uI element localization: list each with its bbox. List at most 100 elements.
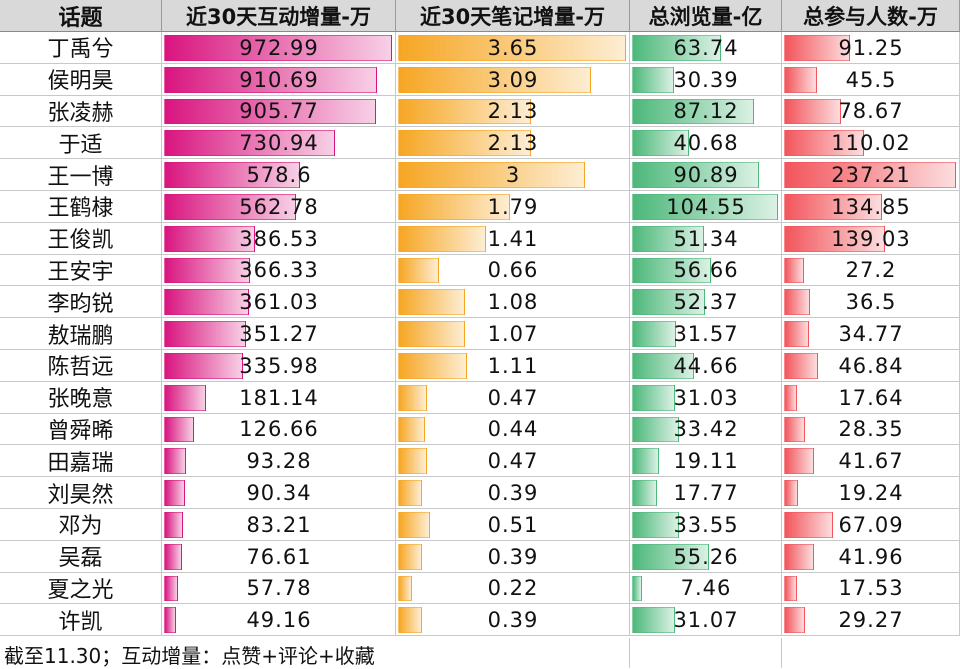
column-header-views: 总浏览量-亿 bbox=[630, 0, 782, 32]
topic-name: 王鹤棣 bbox=[0, 191, 162, 223]
bar-views bbox=[632, 543, 710, 570]
bar-views bbox=[632, 353, 695, 379]
cell-notes bbox=[396, 63, 630, 96]
column-header-notes: 近30天笔记增量-万 bbox=[396, 0, 630, 32]
bar-notes bbox=[398, 289, 466, 316]
bar-participants bbox=[784, 416, 805, 443]
value-participants: 134.85 bbox=[831, 194, 911, 219]
bar-interactions bbox=[164, 448, 186, 475]
bar-participants bbox=[784, 512, 833, 538]
bar-participants bbox=[784, 35, 851, 61]
bar-participants bbox=[784, 321, 810, 347]
bar-interactions bbox=[164, 289, 249, 316]
bar-interactions bbox=[164, 66, 378, 93]
topic-name: 李昀锐 bbox=[0, 286, 162, 319]
value-interactions: 90.34 bbox=[246, 481, 312, 506]
footer-divider bbox=[629, 638, 630, 668]
value-participants: 110.02 bbox=[831, 131, 911, 156]
cell-interactions bbox=[162, 95, 396, 128]
bar-notes bbox=[398, 35, 626, 61]
cell-interactions bbox=[162, 350, 396, 382]
bar-interactions bbox=[164, 607, 176, 634]
value-views: 104.55 bbox=[666, 194, 746, 219]
value-interactions: 361.03 bbox=[239, 290, 319, 315]
bar-views bbox=[632, 194, 778, 220]
cell-interactions bbox=[162, 222, 396, 255]
value-interactions: 93.28 bbox=[246, 449, 312, 474]
cell-notes bbox=[396, 286, 630, 319]
value-views: 56.66 bbox=[673, 258, 739, 283]
value-interactions: 49.16 bbox=[246, 608, 312, 633]
bar-interactions bbox=[164, 512, 184, 538]
value-notes: 3.09 bbox=[487, 67, 539, 92]
bar-participants bbox=[784, 130, 864, 157]
value-participants: 28.35 bbox=[838, 417, 904, 442]
cell-notes bbox=[396, 604, 630, 637]
value-views: 90.89 bbox=[673, 163, 739, 188]
value-interactions: 562.78 bbox=[239, 194, 319, 219]
cell-views bbox=[630, 32, 782, 64]
value-participants: 46.84 bbox=[838, 353, 904, 378]
cell-notes bbox=[396, 540, 630, 573]
value-notes: 1.08 bbox=[487, 290, 539, 315]
footnote: 截至11.30；互动增量：点赞+评论+收藏 bbox=[4, 643, 375, 668]
bar-views bbox=[632, 98, 754, 125]
cell-views bbox=[630, 286, 782, 319]
bar-interactions bbox=[164, 480, 186, 506]
cell-views bbox=[630, 477, 782, 509]
value-participants: 41.67 bbox=[838, 449, 904, 474]
cell-interactions bbox=[162, 63, 396, 96]
bar-participants bbox=[784, 257, 804, 284]
cell-views bbox=[630, 95, 782, 128]
cell-interactions bbox=[162, 127, 396, 160]
cell-interactions bbox=[162, 286, 396, 319]
value-views: 30.39 bbox=[673, 67, 739, 92]
bar-views bbox=[632, 257, 712, 284]
bar-participants bbox=[784, 384, 797, 411]
bar-notes bbox=[398, 416, 426, 443]
bar-views bbox=[632, 66, 675, 93]
cell-notes bbox=[396, 159, 630, 191]
cell-views bbox=[630, 604, 782, 637]
value-views: 7.46 bbox=[680, 576, 732, 601]
bar-views bbox=[632, 162, 759, 188]
topic-name: 张晚意 bbox=[0, 381, 162, 414]
value-notes: 1.11 bbox=[487, 353, 539, 378]
value-notes: 0.39 bbox=[487, 544, 539, 569]
value-participants: 237.21 bbox=[831, 163, 911, 188]
value-views: 33.55 bbox=[673, 512, 739, 537]
topic-name: 邓为 bbox=[0, 509, 162, 541]
cell-views bbox=[630, 350, 782, 382]
cell-interactions bbox=[162, 191, 396, 223]
cell-interactions bbox=[162, 572, 396, 605]
cell-notes bbox=[396, 445, 630, 478]
value-notes: 2.13 bbox=[487, 99, 539, 124]
bar-interactions bbox=[164, 321, 247, 347]
bar-notes bbox=[398, 162, 586, 188]
cell-notes bbox=[396, 127, 630, 160]
bar-interactions bbox=[164, 416, 194, 443]
bar-interactions bbox=[164, 575, 178, 602]
cell-notes bbox=[396, 95, 630, 128]
bar-interactions bbox=[164, 225, 255, 252]
value-views: 44.66 bbox=[673, 353, 739, 378]
cell-notes bbox=[396, 254, 630, 287]
cell-notes bbox=[396, 381, 630, 414]
bar-notes bbox=[398, 607, 423, 634]
value-participants: 41.96 bbox=[838, 544, 904, 569]
value-participants: 29.27 bbox=[838, 608, 904, 633]
value-notes: 1.41 bbox=[487, 226, 539, 251]
topic-name: 侯明昊 bbox=[0, 63, 162, 96]
value-notes: 3.65 bbox=[487, 35, 539, 60]
value-notes: 0.39 bbox=[487, 608, 539, 633]
bar-interactions bbox=[164, 353, 243, 379]
value-interactions: 905.77 bbox=[239, 99, 319, 124]
cell-views bbox=[630, 191, 782, 223]
bar-views bbox=[632, 321, 677, 347]
bar-interactions bbox=[164, 384, 207, 411]
cell-notes bbox=[396, 509, 630, 541]
value-notes: 1.79 bbox=[487, 194, 539, 219]
bar-participants bbox=[784, 543, 815, 570]
cell-notes bbox=[396, 32, 630, 64]
bar-interactions bbox=[164, 130, 336, 157]
